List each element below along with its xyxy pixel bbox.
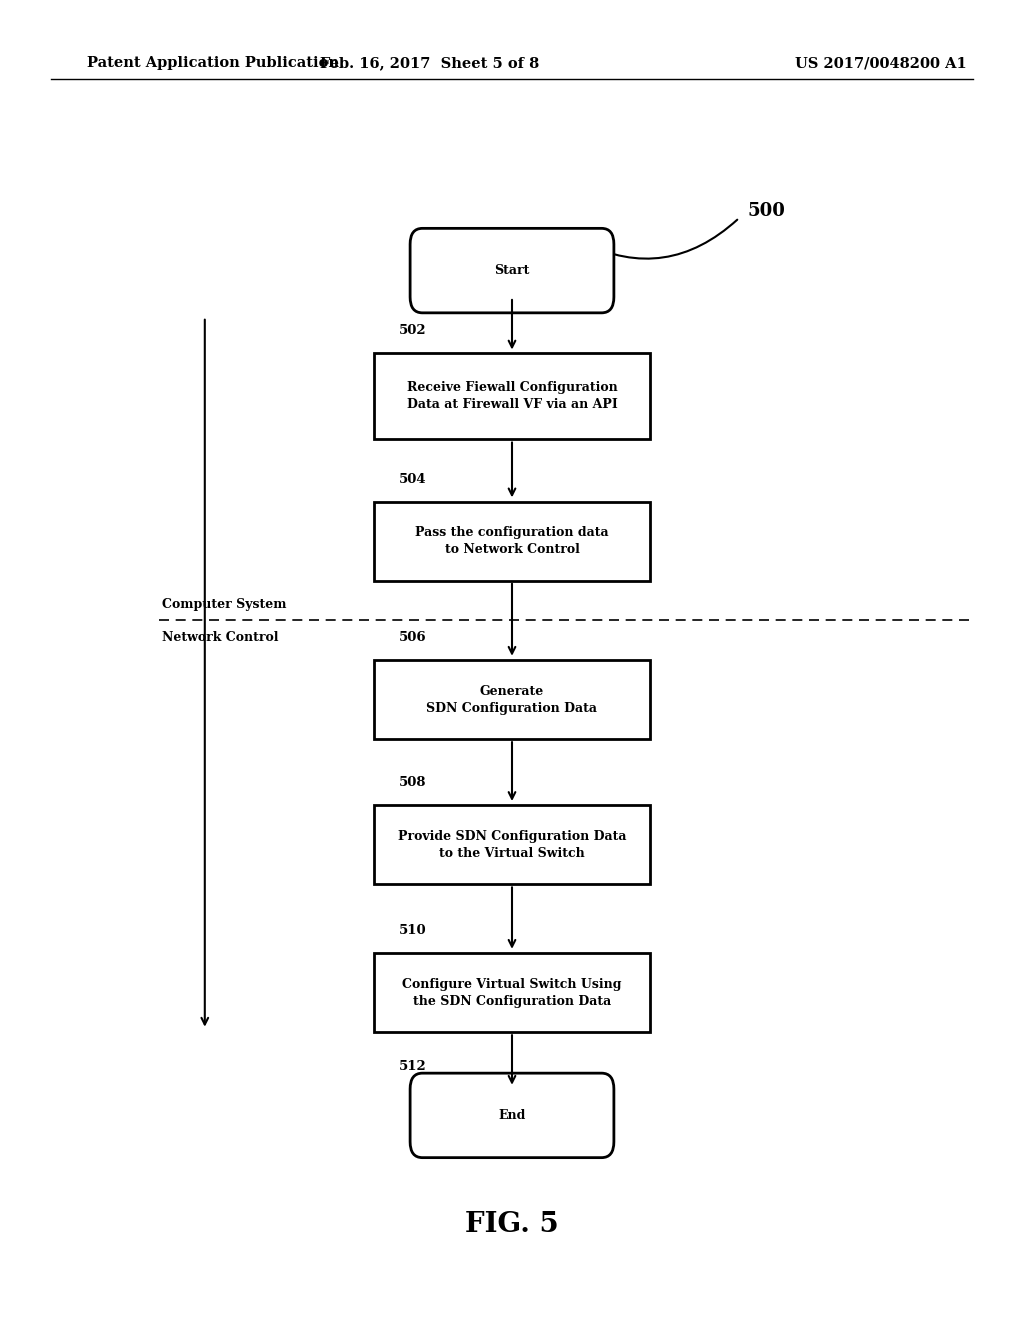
FancyBboxPatch shape	[374, 354, 650, 438]
Text: Provide SDN Configuration Data
to the Virtual Switch: Provide SDN Configuration Data to the Vi…	[397, 830, 627, 859]
Text: 502: 502	[399, 325, 427, 338]
FancyBboxPatch shape	[374, 502, 650, 581]
Text: 508: 508	[399, 776, 427, 789]
Text: Start: Start	[495, 264, 529, 277]
Text: FIG. 5: FIG. 5	[465, 1212, 559, 1238]
Text: Receive Fiewall Configuration
Data at Firewall VF via an API: Receive Fiewall Configuration Data at Fi…	[407, 381, 617, 411]
Text: 506: 506	[399, 631, 427, 644]
Text: Network Control: Network Control	[162, 631, 279, 644]
Text: Patent Application Publication: Patent Application Publication	[87, 57, 339, 70]
Text: 504: 504	[399, 473, 427, 486]
Text: US 2017/0048200 A1: US 2017/0048200 A1	[795, 57, 967, 70]
FancyBboxPatch shape	[374, 805, 650, 884]
Text: 512: 512	[399, 1060, 427, 1073]
Text: Pass the configuration data
to Network Control: Pass the configuration data to Network C…	[415, 527, 609, 556]
FancyBboxPatch shape	[410, 228, 613, 313]
Text: 500: 500	[748, 202, 785, 220]
Text: 510: 510	[399, 924, 427, 937]
Text: Generate
SDN Configuration Data: Generate SDN Configuration Data	[427, 685, 597, 714]
FancyBboxPatch shape	[410, 1073, 613, 1158]
Text: End: End	[499, 1109, 525, 1122]
FancyBboxPatch shape	[374, 660, 650, 739]
FancyBboxPatch shape	[374, 953, 650, 1032]
Text: Feb. 16, 2017  Sheet 5 of 8: Feb. 16, 2017 Sheet 5 of 8	[321, 57, 540, 70]
Text: Configure Virtual Switch Using
the SDN Configuration Data: Configure Virtual Switch Using the SDN C…	[402, 978, 622, 1007]
Text: Computer System: Computer System	[162, 598, 287, 611]
